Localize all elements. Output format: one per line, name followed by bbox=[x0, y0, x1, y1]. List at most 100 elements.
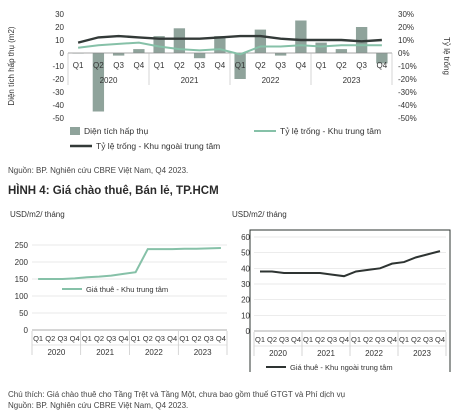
legend-label-central: Tỷ lệ trống - Khu trung tâm bbox=[280, 126, 381, 136]
x-tick-label: Q1 bbox=[399, 335, 409, 344]
y2-tick-label: 10% bbox=[398, 36, 414, 45]
rent-line bbox=[260, 250, 441, 278]
rent-line bbox=[38, 247, 221, 280]
y-axis-label: Diện tích hấp thụ (m2) bbox=[7, 26, 16, 105]
x-tick-label: Q3 bbox=[194, 61, 205, 70]
x-tick-label: Q4 bbox=[167, 334, 177, 343]
x-tick-label: Q3 bbox=[375, 335, 385, 344]
absorption-bar bbox=[193, 53, 206, 59]
x-tick-label: Q3 bbox=[57, 334, 67, 343]
vacancy-line bbox=[77, 41, 382, 56]
chart2-ylabel: USD/m2/ tháng bbox=[10, 210, 65, 219]
y-tick-label: 0 bbox=[24, 326, 29, 335]
absorption-bar bbox=[315, 42, 327, 53]
y-tick-label: 30 bbox=[55, 10, 64, 19]
y-tick-label: -50 bbox=[52, 114, 64, 123]
x-tick-label: Q2 bbox=[267, 335, 277, 344]
year-label: 2021 bbox=[96, 348, 114, 357]
x-tick-label: Q3 bbox=[356, 61, 367, 70]
y-tick-label: 20 bbox=[55, 23, 64, 32]
x-tick-label: Q1 bbox=[82, 334, 92, 343]
footnote: Chú thích: Giá chào thuê cho Tầng Trệt v… bbox=[8, 390, 346, 399]
y2-tick-label: -20% bbox=[398, 75, 417, 84]
x-tick-label: Q3 bbox=[423, 335, 433, 344]
x-tick-label: Q3 bbox=[155, 334, 165, 343]
year-label: 2022 bbox=[262, 76, 280, 85]
x-tick-label: Q1 bbox=[179, 334, 189, 343]
year-label: 2021 bbox=[181, 76, 199, 85]
year-label: 2022 bbox=[365, 349, 383, 358]
x-tick-label: Q1 bbox=[154, 61, 165, 70]
year-label: 2023 bbox=[194, 348, 212, 357]
x-tick-label: Q1 bbox=[73, 61, 84, 70]
rent-noncentral-chart: 0 10 20 30 40 50 60 Giá thuê - Khu ngoài trung … bbox=[241, 229, 451, 372]
x-tick-label: Q2 bbox=[315, 335, 325, 344]
x-tick-label: Q2 bbox=[45, 334, 55, 343]
y-tick-label: -40 bbox=[52, 101, 64, 110]
x-tick-label: Q1 bbox=[351, 335, 361, 344]
source-note-2: Nguồn: BP. Nghiên cứu CBRE Việt Nam, Q4 … bbox=[8, 401, 189, 410]
y-tick-label: 200 bbox=[15, 258, 29, 267]
x-tick-label: Q2 bbox=[93, 61, 104, 70]
absorption-bar bbox=[355, 27, 368, 53]
x-tick-label: Q2 bbox=[255, 61, 266, 70]
y-tick-label: 100 bbox=[15, 292, 29, 301]
absorption-bar bbox=[112, 53, 125, 56]
y2-tick-label: 0% bbox=[398, 49, 410, 58]
chart3-ylabel: USD/m2/ tháng bbox=[232, 210, 287, 219]
y2-axis-label: Tỷ lệ trống bbox=[442, 37, 451, 75]
year-label: 2023 bbox=[343, 76, 361, 85]
absorption-bar bbox=[92, 53, 105, 112]
legend-label: Giá thuê - Khu ngoài trung tâm bbox=[290, 363, 393, 372]
y-tick-label: 40 bbox=[241, 264, 250, 273]
y2-tick-label: 30% bbox=[398, 10, 414, 19]
y-tick-label: 150 bbox=[15, 275, 29, 284]
x-tick-label: Q1 bbox=[235, 61, 246, 70]
absorption-bar bbox=[274, 53, 287, 56]
source-note-1: Nguồn: BP. Nghiên cứu CBRE Việt Nam, Q4 … bbox=[8, 166, 189, 175]
y-tick-label: -20 bbox=[52, 75, 64, 84]
year-label: 2020 bbox=[47, 348, 65, 357]
absorption-bar bbox=[295, 20, 307, 53]
x-tick-label: Q3 bbox=[327, 335, 337, 344]
x-tick-label: Q4 bbox=[70, 334, 80, 343]
x-tick-label: Q4 bbox=[134, 61, 145, 70]
x-tick-label: Q3 bbox=[106, 334, 116, 343]
year-label: 2022 bbox=[145, 348, 163, 357]
x-tick-label: Q4 bbox=[387, 335, 397, 344]
x-tick-label: Q3 bbox=[279, 335, 289, 344]
rent-central-chart: 0 50 100 150 200 250 Giá thuê - Khu trung tâm Q… bbox=[15, 241, 228, 357]
chart-border bbox=[249, 229, 451, 372]
year-label: 2021 bbox=[317, 349, 335, 358]
absorption-bar bbox=[173, 28, 186, 53]
y2-tick-label: -50% bbox=[398, 114, 417, 123]
absorption-bar bbox=[335, 49, 348, 53]
x-tick-label: Q4 bbox=[216, 334, 226, 343]
y-tick-label: 0 bbox=[246, 327, 251, 336]
x-tick-label: Q4 bbox=[377, 61, 388, 70]
x-tick-label: Q4 bbox=[435, 335, 445, 344]
y2-tick-label: -10% bbox=[398, 62, 417, 71]
y-tick-label: 30 bbox=[241, 280, 250, 289]
x-tick-label: Q2 bbox=[174, 61, 185, 70]
x-tick-label: Q3 bbox=[204, 334, 214, 343]
x-tick-label: Q2 bbox=[143, 334, 153, 343]
absorption-bar bbox=[153, 36, 165, 53]
legend-swatch-absorption bbox=[70, 127, 80, 135]
y2-tick-label: -40% bbox=[398, 101, 417, 110]
y-tick-label: 10 bbox=[241, 311, 250, 320]
absorption-bar bbox=[133, 49, 145, 53]
legend-label-noncentral: Tỷ lệ trống - Khu ngoài trung tâm bbox=[96, 141, 220, 151]
figure-4-heading: HÌNH 4: Giá chào thuê, Bán lẻ, TP.HCM bbox=[8, 185, 219, 197]
year-label: 2020 bbox=[100, 76, 118, 85]
legend-label-absorption: Diện tích hấp thụ bbox=[84, 126, 149, 136]
absorption-bar bbox=[376, 53, 388, 64]
year-label: 2023 bbox=[413, 349, 431, 358]
x-tick-label: Q3 bbox=[275, 61, 286, 70]
year-label: 2020 bbox=[269, 349, 287, 358]
absorption-vacancy-chart: -50 -40 -30 -20 -10 0 10 20 30 -50% -40% -30% -20% -1… bbox=[7, 10, 451, 151]
y2-tick-label: 20% bbox=[398, 23, 414, 32]
y-tick-label: 250 bbox=[15, 241, 29, 250]
y-tick-label: 60 bbox=[241, 233, 250, 242]
y-tick-label: 0 bbox=[60, 49, 65, 58]
